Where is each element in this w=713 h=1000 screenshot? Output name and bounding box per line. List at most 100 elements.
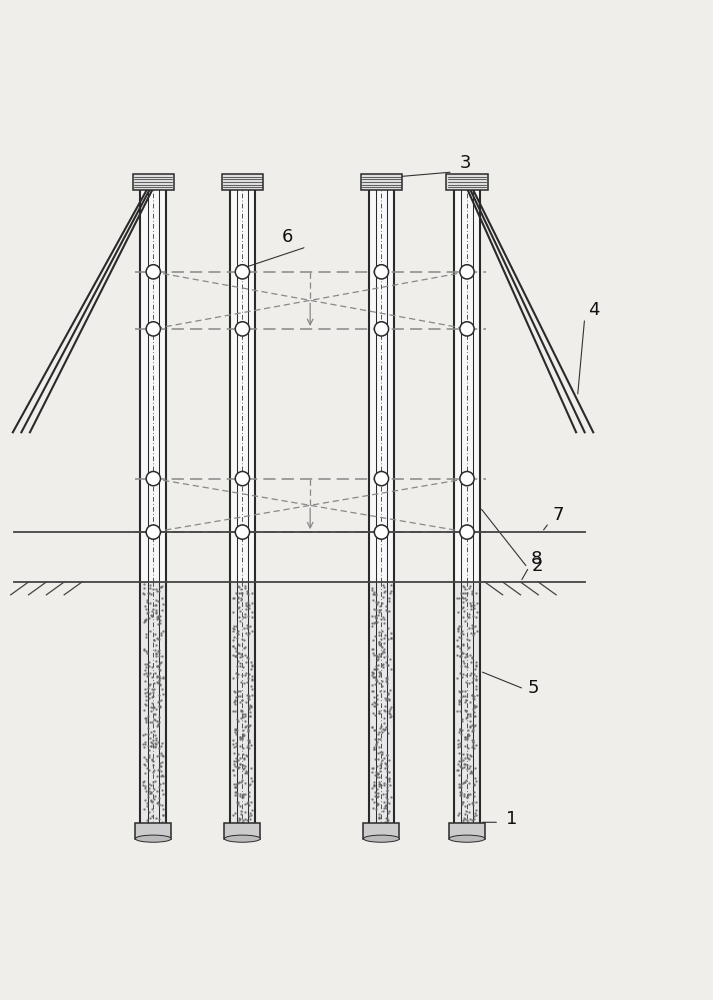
Point bbox=[229, 779, 240, 795]
Point bbox=[471, 604, 483, 620]
Point bbox=[143, 686, 154, 702]
Point bbox=[366, 580, 378, 596]
Point bbox=[235, 750, 246, 766]
Point bbox=[366, 618, 378, 634]
Point bbox=[454, 665, 466, 681]
Point bbox=[150, 597, 161, 613]
Point bbox=[370, 602, 381, 618]
Point bbox=[232, 794, 244, 810]
Point bbox=[233, 599, 245, 615]
Point bbox=[138, 576, 150, 592]
Point bbox=[459, 738, 471, 754]
Point bbox=[158, 686, 169, 702]
Point bbox=[381, 782, 393, 798]
Point bbox=[379, 611, 390, 627]
Point bbox=[378, 577, 389, 593]
Point bbox=[227, 638, 239, 654]
Point bbox=[464, 758, 476, 774]
Point bbox=[382, 812, 394, 828]
Point bbox=[246, 773, 257, 789]
Point bbox=[138, 777, 149, 793]
Point bbox=[372, 765, 384, 781]
Point bbox=[242, 822, 254, 838]
Point bbox=[242, 627, 254, 643]
Point bbox=[239, 620, 250, 636]
Point bbox=[245, 717, 256, 733]
Point bbox=[464, 765, 476, 781]
Point bbox=[366, 641, 378, 657]
Point bbox=[381, 756, 392, 772]
Point bbox=[245, 760, 256, 776]
Point bbox=[236, 692, 247, 708]
Point bbox=[153, 608, 165, 624]
Point bbox=[468, 704, 480, 720]
Point bbox=[237, 761, 248, 777]
Point bbox=[235, 658, 246, 674]
Bar bbox=[230, 582, 255, 839]
Circle shape bbox=[374, 322, 389, 336]
Point bbox=[452, 736, 463, 752]
Point bbox=[380, 797, 391, 813]
Point bbox=[455, 721, 466, 737]
Point bbox=[146, 608, 158, 624]
Point bbox=[373, 724, 384, 740]
Point bbox=[156, 578, 168, 594]
Text: 5: 5 bbox=[528, 679, 539, 697]
Point bbox=[452, 638, 463, 654]
Point bbox=[147, 751, 158, 767]
Point bbox=[454, 648, 466, 664]
Point bbox=[231, 785, 242, 801]
Circle shape bbox=[235, 265, 250, 279]
Point bbox=[469, 618, 481, 634]
Point bbox=[383, 773, 394, 789]
Point bbox=[370, 594, 381, 610]
Point bbox=[368, 794, 379, 810]
Point bbox=[463, 620, 475, 636]
Text: 8: 8 bbox=[531, 550, 543, 568]
Point bbox=[471, 823, 482, 839]
Point bbox=[158, 669, 169, 685]
Point bbox=[143, 786, 154, 802]
Point bbox=[139, 757, 150, 773]
Point bbox=[468, 740, 480, 756]
Point bbox=[380, 800, 391, 816]
Point bbox=[155, 763, 166, 779]
Point bbox=[371, 614, 383, 630]
Point bbox=[240, 601, 252, 617]
Point bbox=[153, 693, 164, 709]
Point bbox=[150, 592, 161, 608]
Point bbox=[384, 770, 395, 786]
Point bbox=[369, 601, 380, 617]
Point bbox=[236, 703, 247, 719]
Point bbox=[371, 764, 382, 780]
Point bbox=[156, 767, 168, 783]
Point bbox=[144, 577, 155, 593]
Point bbox=[153, 648, 164, 664]
Point bbox=[153, 709, 165, 725]
Point bbox=[157, 807, 168, 823]
Point bbox=[463, 727, 474, 743]
Point bbox=[143, 747, 155, 763]
Point bbox=[150, 665, 161, 681]
Point bbox=[468, 697, 480, 713]
Point bbox=[138, 749, 150, 765]
Bar bbox=[230, 190, 255, 582]
Point bbox=[371, 687, 383, 703]
Point bbox=[243, 701, 255, 717]
Point bbox=[229, 590, 240, 606]
Point bbox=[376, 678, 388, 694]
Point bbox=[232, 752, 244, 768]
Point bbox=[370, 658, 381, 674]
Point bbox=[156, 782, 168, 798]
Point bbox=[146, 801, 158, 817]
Point bbox=[468, 811, 480, 827]
Point bbox=[154, 615, 165, 631]
Point bbox=[240, 647, 251, 663]
Point bbox=[369, 722, 380, 738]
Point bbox=[244, 740, 255, 756]
Point bbox=[461, 746, 473, 762]
Point bbox=[150, 773, 161, 789]
Point bbox=[244, 688, 255, 704]
Point bbox=[378, 800, 389, 816]
Point bbox=[240, 763, 252, 779]
